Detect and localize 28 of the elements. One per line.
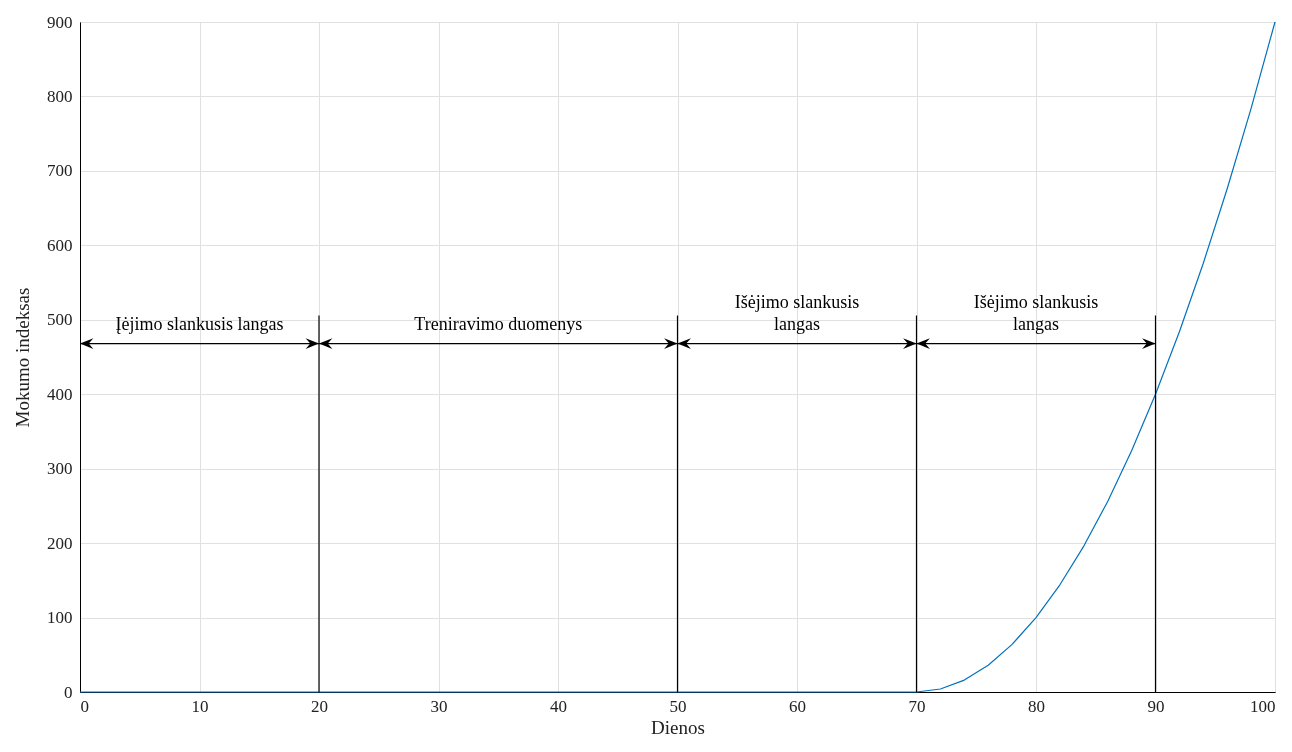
line-series: [79, 21, 1276, 693]
x-tick-label: 70: [908, 696, 926, 716]
y-tick-label: 0: [64, 682, 73, 702]
annotation: Treniravimo duomenys: [414, 313, 583, 334]
y-tick-label: 700: [47, 161, 73, 181]
y-tick-label: 800: [47, 86, 73, 106]
annotation: Išėjimo slankusis langas: [734, 291, 860, 334]
annotation: Išėjimo slankusis langas: [973, 291, 1099, 334]
x-tick-label: 10: [191, 696, 209, 716]
x-tick-label: 0: [80, 696, 89, 716]
x-tick-label: 100: [1250, 696, 1276, 716]
x-tick-label: 50: [669, 696, 687, 716]
x-tick-label: 40: [550, 696, 567, 716]
y-tick-label: 200: [47, 533, 73, 553]
y-tick-label: 900: [47, 12, 73, 32]
y-tick-label: 100: [47, 608, 73, 628]
y-tick-label: 500: [47, 310, 73, 330]
annotation: Įėjimo slankusis langas: [115, 313, 284, 334]
y-axis-title: Mokumo indeksas: [12, 287, 33, 428]
x-axis-title: Dienos: [651, 716, 705, 738]
y-tick-label: 300: [47, 459, 73, 479]
y-tick-label: 600: [47, 235, 73, 255]
x-tick-label: 60: [789, 696, 806, 716]
y-tick-label: 400: [47, 384, 73, 404]
x-tick-label: 90: [1147, 696, 1165, 716]
x-tick-label: 30: [430, 696, 448, 716]
x-tick-label: 80: [1028, 696, 1045, 716]
x-tick-label: 20: [311, 696, 328, 716]
